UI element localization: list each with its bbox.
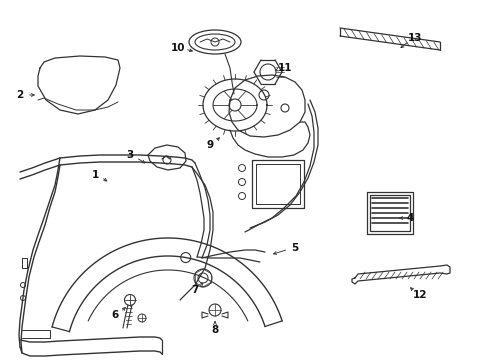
Text: 2: 2 — [16, 90, 24, 100]
Text: 1: 1 — [91, 170, 98, 180]
Text: 5: 5 — [292, 243, 298, 253]
Text: 12: 12 — [413, 290, 427, 300]
Text: 6: 6 — [111, 310, 119, 320]
Text: 8: 8 — [211, 325, 219, 335]
Text: 3: 3 — [126, 150, 134, 160]
Text: 11: 11 — [278, 63, 292, 73]
Text: 10: 10 — [171, 43, 185, 53]
Text: 9: 9 — [206, 140, 214, 150]
Text: 7: 7 — [191, 285, 198, 295]
Text: 13: 13 — [408, 33, 422, 43]
Text: 4: 4 — [406, 213, 414, 223]
